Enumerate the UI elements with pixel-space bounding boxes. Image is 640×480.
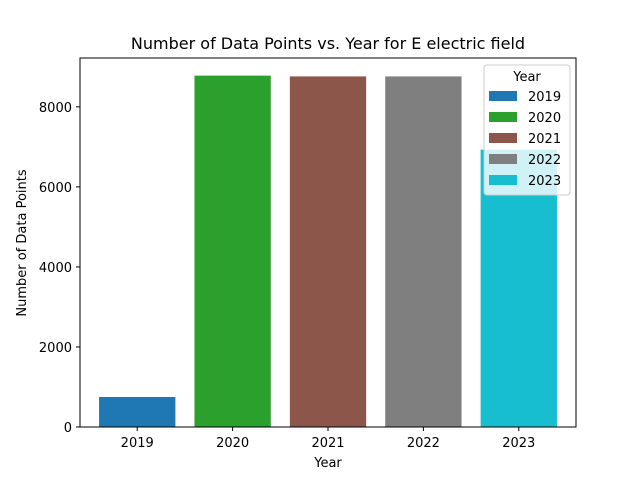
- x-tick-label: 2020: [216, 436, 249, 451]
- x-axis-label: Year: [313, 456, 342, 471]
- legend-title: Year: [512, 70, 541, 85]
- legend-swatch-2019: [489, 91, 517, 101]
- x-tick-label: 2019: [121, 436, 154, 451]
- chart-title: Number of Data Points vs. Year for E ele…: [131, 34, 525, 53]
- y-tick-label: 8000: [39, 101, 72, 116]
- y-tick-label: 6000: [39, 181, 72, 196]
- x-tick-label: 2023: [502, 436, 535, 451]
- x-tick-label: 2021: [311, 436, 344, 451]
- bars-layer: [99, 75, 557, 428]
- y-tick-label: 0: [64, 421, 72, 436]
- legend-label-2019: 2019: [528, 90, 561, 105]
- y-tick-label: 2000: [39, 341, 72, 356]
- legend-label-2020: 2020: [528, 111, 561, 126]
- x-tick-label: 2022: [407, 436, 440, 451]
- legend: Year 2019 2020 2021 2022 2023: [483, 64, 571, 196]
- bar-2022: [385, 76, 462, 427]
- legend-label-2023: 2023: [528, 174, 561, 189]
- legend-label-2021: 2021: [528, 132, 561, 147]
- bar-2019: [99, 396, 176, 427]
- bar-2021: [289, 76, 367, 427]
- y-tick-label: 4000: [39, 261, 72, 276]
- x-ticks-layer: 2019 2020 2021 2022 2023: [121, 427, 535, 451]
- bar-2023: [480, 149, 557, 427]
- y-axis-label: Number of Data Points: [15, 169, 30, 316]
- legend-label-2022: 2022: [528, 153, 561, 168]
- bar-2020: [194, 75, 271, 428]
- legend-swatch-2023: [489, 175, 517, 185]
- y-ticks-layer: 0 2000 4000 6000 8000: [39, 101, 80, 436]
- legend-swatch-2021: [489, 133, 517, 143]
- legend-swatch-2022: [489, 154, 517, 164]
- legend-swatch-2020: [489, 112, 517, 122]
